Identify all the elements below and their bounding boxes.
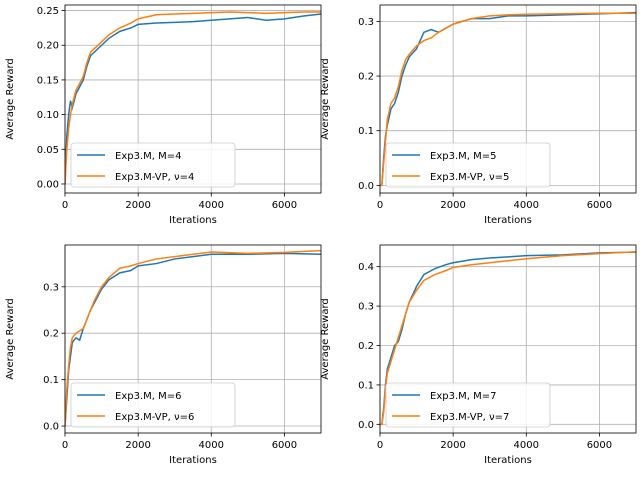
y-tick-label: 0.25 [37,6,59,17]
subplot-1: 0 2000 4000 6000 0.00 0.05 0.10 0.15 0.20 0.25 Ite… [5,4,322,226]
subplot-2: 0 2000 4000 6000 0.0 0.1 0.2 0.3 Iterations Avera… [320,4,637,226]
y-axis-label: Average Reward [5,58,16,139]
x-axis-label: Iterations [484,215,532,226]
legend-box [70,382,236,428]
x-axis-label: Iterations [484,455,532,466]
y-tick-label: 0.1 [43,375,59,386]
x-tick-label: 2000 [125,440,150,451]
y-tick-label: 0.1 [358,380,374,391]
legend-label-2: Exp3.M-VP, ν=7 [430,412,509,423]
legend-label-1: Exp3.M, M=5 [430,151,496,162]
x-axis-label: Iterations [169,455,217,466]
legend-label-2: Exp3.M-VP, ν=4 [115,172,194,183]
y-tick-label: 0.20 [37,41,59,52]
y-tick-label: 0.00 [37,179,59,190]
legend-box [385,382,551,428]
y-tick-label: 0.4 [358,262,374,273]
plot-frame [379,4,637,194]
y-tick-label: 0.3 [358,17,374,28]
x-tick-label: 0 [377,200,383,211]
legend-box [385,142,551,188]
y-tick-label: 0.0 [43,422,59,433]
series-line-1 [65,252,321,427]
x-tick-label: 0 [62,200,68,211]
y-tick-label: 0.1 [358,126,374,137]
y-axis-label: Average Reward [320,58,331,139]
x-tick-label: 6000 [587,440,612,451]
legend-label-2: Exp3.M-VP, ν=5 [430,172,509,183]
y-tick-label: 0.2 [43,329,59,340]
x-tick-label: 2000 [440,200,465,211]
x-axis-label: Iterations [169,215,217,226]
y-tick-label: 0.15 [37,75,59,86]
y-tick-label: 0.3 [358,302,374,313]
plot-frame [379,244,637,434]
x-tick-label: 2000 [125,200,150,211]
y-tick-label: 0.2 [358,341,374,352]
legend-box [70,142,236,188]
y-tick-label: 0.05 [37,145,59,156]
y-tick-label: 0.3 [43,282,59,293]
x-tick-label: 0 [377,440,383,451]
x-tick-label: 6000 [272,440,297,451]
legend-label-1: Exp3.M, M=4 [115,151,181,162]
plot-frame [64,4,322,194]
y-tick-label: 0.10 [37,110,59,121]
y-axis-label: Average Reward [5,298,16,379]
x-tick-label: 0 [62,440,68,451]
subplot-3: 0 2000 4000 6000 0.0 0.1 0.2 0.3 Iterations Avera… [5,244,322,466]
series-line-2 [380,12,636,187]
x-tick-label: 4000 [514,200,539,211]
y-tick-label: 0.0 [358,181,374,192]
y-tick-label: 0.2 [358,72,374,83]
x-tick-label: 2000 [440,440,465,451]
x-tick-label: 4000 [199,200,224,211]
series-line-2 [65,249,321,427]
legend-label-1: Exp3.M, M=7 [430,391,496,402]
x-tick-label: 6000 [272,200,297,211]
legend-label-1: Exp3.M, M=6 [115,391,181,402]
plot-frame [64,244,322,434]
series-line-2 [65,11,321,185]
x-tick-label: 4000 [514,440,539,451]
x-tick-label: 6000 [587,200,612,211]
subplot-4: 0 2000 4000 6000 0.0 0.1 0.2 0.3 0.4 Iterations Av… [320,244,637,466]
y-axis-label: Average Reward [320,298,331,379]
y-tick-label: 0.0 [358,420,374,431]
legend-label-2: Exp3.M-VP, ν=6 [115,412,194,423]
x-tick-label: 4000 [199,440,224,451]
series-line-1 [65,13,321,185]
series-line-2 [380,250,636,426]
